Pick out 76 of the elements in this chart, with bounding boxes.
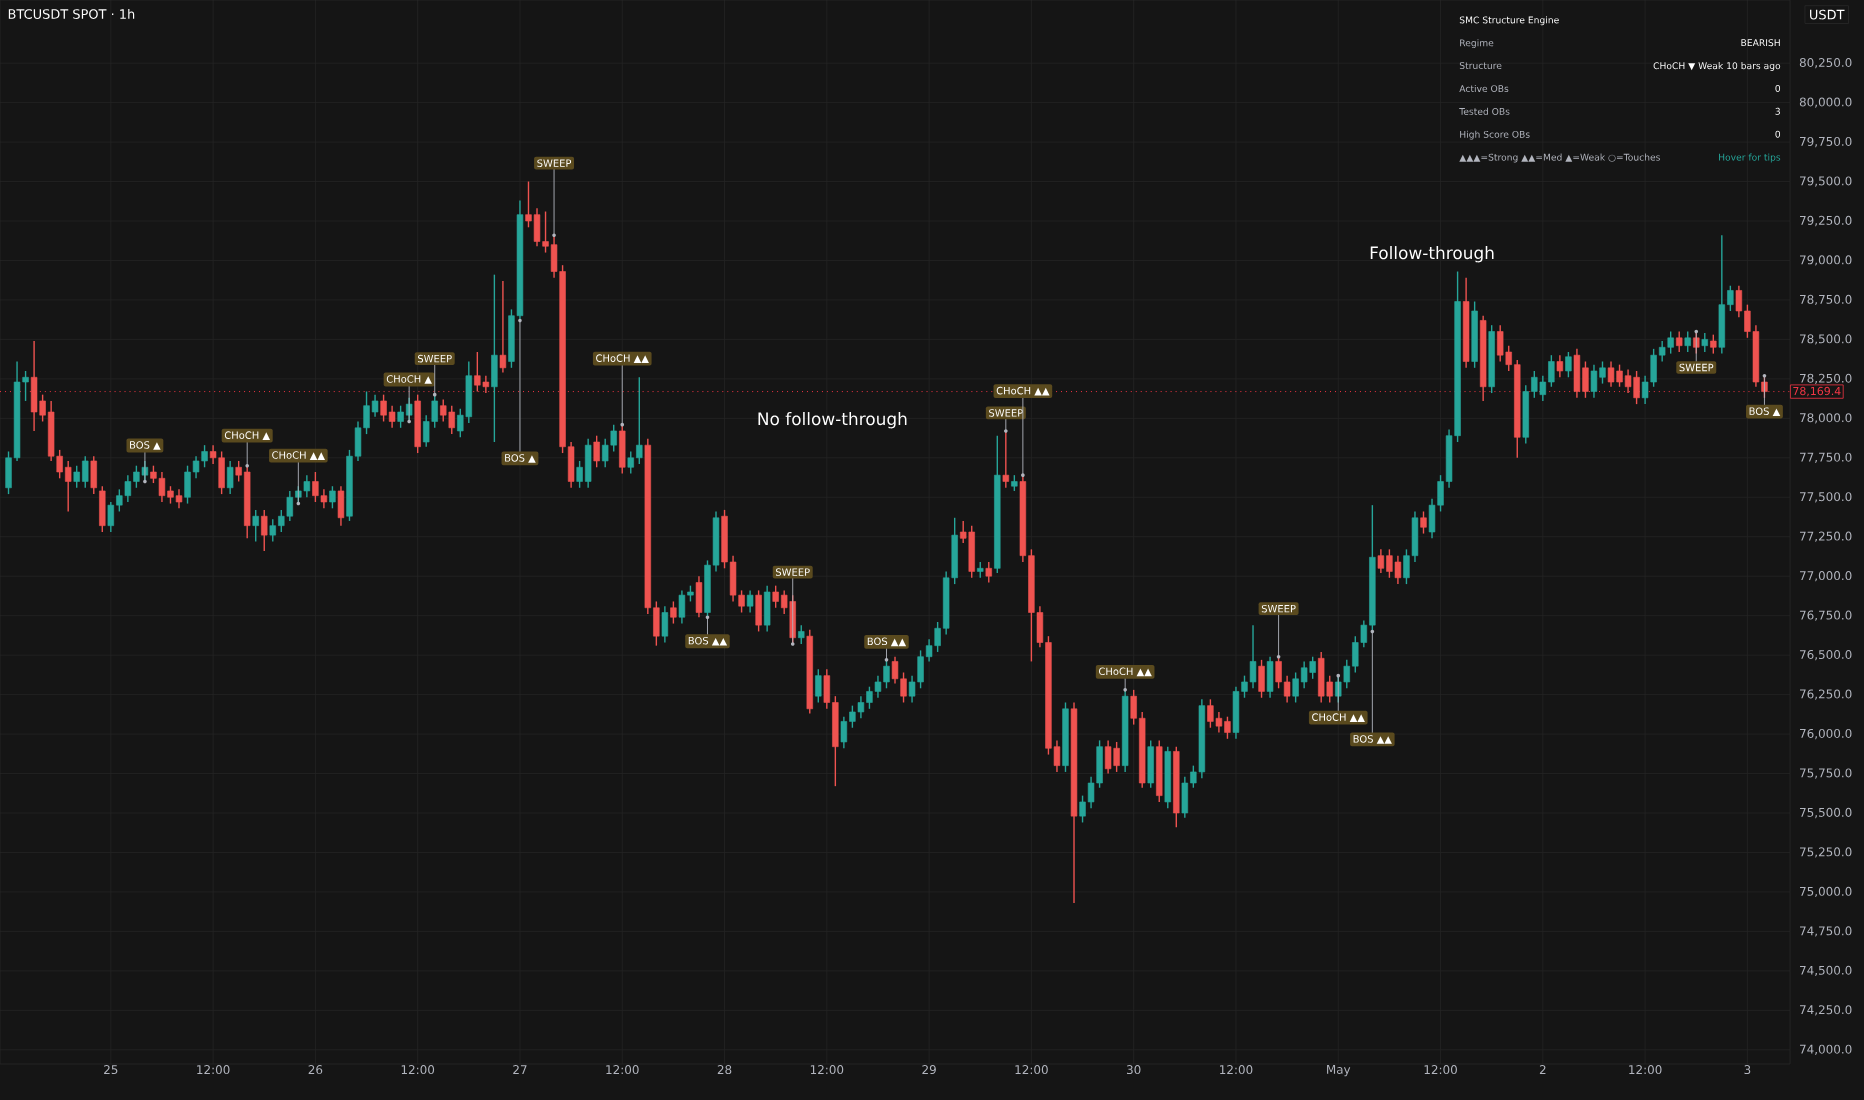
candlestick bbox=[1300, 660, 1308, 689]
candlestick bbox=[763, 584, 771, 633]
candlestick bbox=[746, 589, 754, 614]
candlestick bbox=[815, 668, 822, 704]
candlestick bbox=[474, 351, 481, 393]
candlestick bbox=[1684, 330, 1691, 353]
candlestick bbox=[1266, 656, 1274, 699]
candlestick bbox=[465, 360, 473, 424]
candlestick bbox=[1394, 554, 1402, 585]
candlestick bbox=[840, 716, 848, 749]
candlestick bbox=[1147, 739, 1154, 789]
candlestick bbox=[1565, 351, 1572, 378]
candlestick bbox=[218, 450, 225, 495]
candlestick bbox=[1497, 324, 1504, 363]
candlestick bbox=[414, 393, 421, 454]
candlestick bbox=[533, 207, 541, 247]
candlestick bbox=[440, 398, 447, 423]
candlestick bbox=[1633, 370, 1640, 405]
candlestick bbox=[158, 471, 166, 503]
candlestick bbox=[448, 405, 455, 435]
candlestick bbox=[226, 460, 234, 495]
candlestick bbox=[1676, 330, 1683, 353]
candlestick bbox=[1607, 360, 1615, 388]
candlestick bbox=[1318, 651, 1325, 704]
candlestick bbox=[857, 695, 865, 719]
candlestick bbox=[337, 485, 345, 527]
candlestick bbox=[320, 488, 328, 510]
candlestick bbox=[30, 340, 38, 432]
candlestick bbox=[661, 605, 669, 644]
candlestick bbox=[755, 589, 762, 633]
candlestick bbox=[175, 488, 183, 510]
candlestick bbox=[1113, 741, 1120, 773]
candlestick bbox=[1377, 548, 1385, 574]
candlestick bbox=[252, 509, 259, 543]
candlestick bbox=[124, 474, 132, 503]
candlestick bbox=[1207, 698, 1214, 729]
candlestick bbox=[602, 438, 609, 468]
candlestick bbox=[388, 405, 396, 429]
candlestick bbox=[593, 435, 600, 468]
candlestick bbox=[874, 674, 882, 699]
candlestick bbox=[261, 509, 268, 552]
annotation: No follow-through bbox=[758, 412, 907, 429]
candlestick bbox=[695, 575, 703, 618]
candlestick bbox=[1215, 711, 1223, 734]
candlestick bbox=[1590, 363, 1598, 399]
candlestick bbox=[1104, 739, 1112, 775]
candlestick bbox=[99, 485, 106, 533]
candlestick bbox=[1667, 330, 1674, 355]
candlestick bbox=[1718, 234, 1726, 355]
candlestick bbox=[1556, 354, 1564, 378]
candlestick bbox=[678, 589, 686, 625]
annotation: Follow-through bbox=[1370, 246, 1494, 263]
candlestick bbox=[329, 485, 336, 510]
candlestick bbox=[312, 471, 319, 503]
candlestick bbox=[107, 501, 115, 533]
candlestick bbox=[1309, 656, 1316, 680]
candlestick bbox=[499, 280, 507, 374]
candlestick bbox=[798, 624, 805, 645]
candlestick bbox=[1701, 332, 1708, 353]
candlestick bbox=[1624, 368, 1632, 394]
candlestick bbox=[968, 524, 975, 579]
candlestick bbox=[584, 438, 592, 489]
candlestick bbox=[670, 600, 677, 625]
candlestick bbox=[1420, 510, 1427, 535]
candlestick bbox=[1710, 333, 1717, 355]
candlestick bbox=[1181, 775, 1189, 819]
candlestick bbox=[1249, 624, 1257, 689]
candlestick bbox=[1232, 686, 1240, 740]
candlestick bbox=[90, 455, 97, 495]
candlestick bbox=[1573, 348, 1581, 399]
candlestick bbox=[1258, 659, 1265, 699]
candlestick bbox=[985, 561, 992, 584]
candlestick bbox=[482, 375, 490, 394]
candlestick bbox=[303, 474, 311, 498]
candlestick bbox=[286, 490, 294, 522]
candlestick bbox=[491, 273, 498, 443]
